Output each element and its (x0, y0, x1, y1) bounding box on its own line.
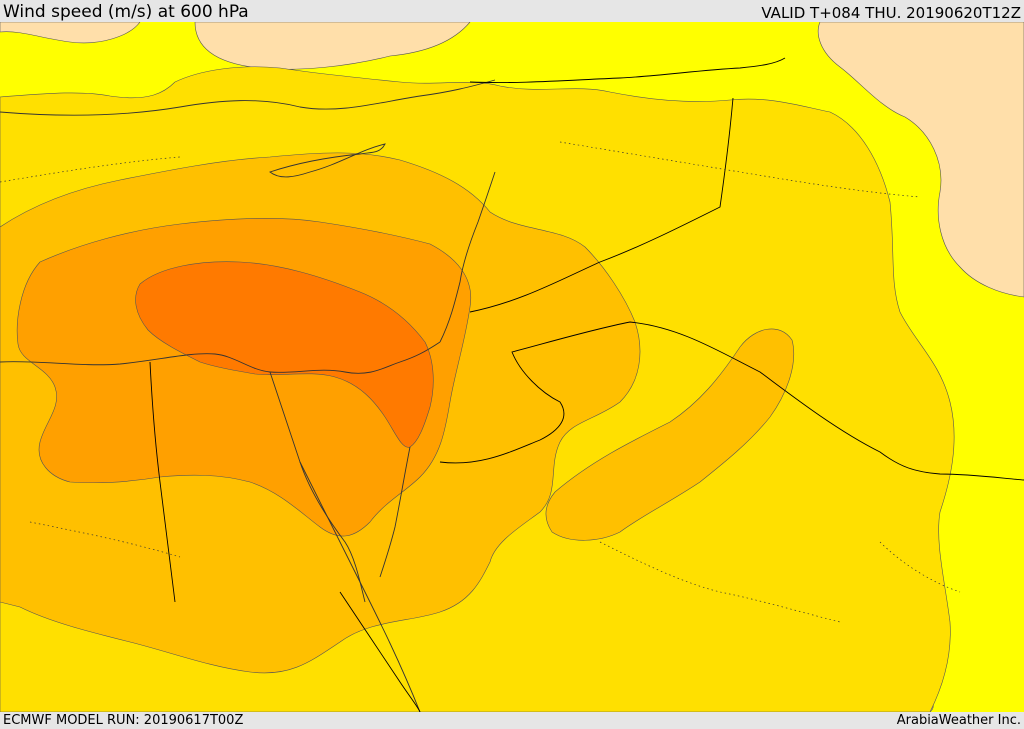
sinai-coast (269, 371, 366, 603)
header-bar: Wind speed (m/s) at 600 hPa VALID T+084 … (0, 0, 1024, 22)
border-egypt-libya (149, 361, 176, 603)
border-north (469, 57, 786, 83)
border-egypt-sudan (339, 591, 421, 712)
footer-bar: ECMWF MODEL RUN: 20190617T00Z ArabiaWeat… (0, 712, 1024, 729)
brand-label: ArabiaWeather Inc. (896, 713, 1021, 728)
wind-speed-map (0, 22, 1024, 712)
map-panel (0, 22, 1024, 712)
border-saudi-north (439, 321, 1024, 481)
levant-coast (439, 171, 496, 343)
coastlines (0, 79, 496, 712)
admin-border-3 (599, 541, 841, 623)
calm-area-north-west (0, 22, 141, 44)
field-elevated-east (545, 328, 795, 541)
admin-border-1 (0, 156, 181, 183)
admin-border-4 (29, 521, 181, 558)
map-title: Wind speed (m/s) at 600 hPa (3, 2, 249, 22)
turkey-south-coast (0, 79, 496, 116)
mediterranean-south-coast (0, 341, 441, 374)
model-run-label: ECMWF MODEL RUN: 20190617T00Z (3, 713, 244, 728)
political-borders (149, 57, 1024, 712)
border-jordan-iraq (469, 97, 734, 313)
calm-area-north-east (817, 22, 1024, 298)
red-sea-west (299, 461, 421, 712)
gulf-of-aqaba (379, 446, 411, 578)
field-very-high (135, 261, 434, 448)
admin-borders (0, 141, 961, 623)
admin-border-5 (879, 541, 961, 593)
cyprus (269, 143, 386, 178)
valid-time: VALID T+084 THU. 20190620T12Z (761, 4, 1021, 22)
calm-area-north (194, 22, 471, 70)
